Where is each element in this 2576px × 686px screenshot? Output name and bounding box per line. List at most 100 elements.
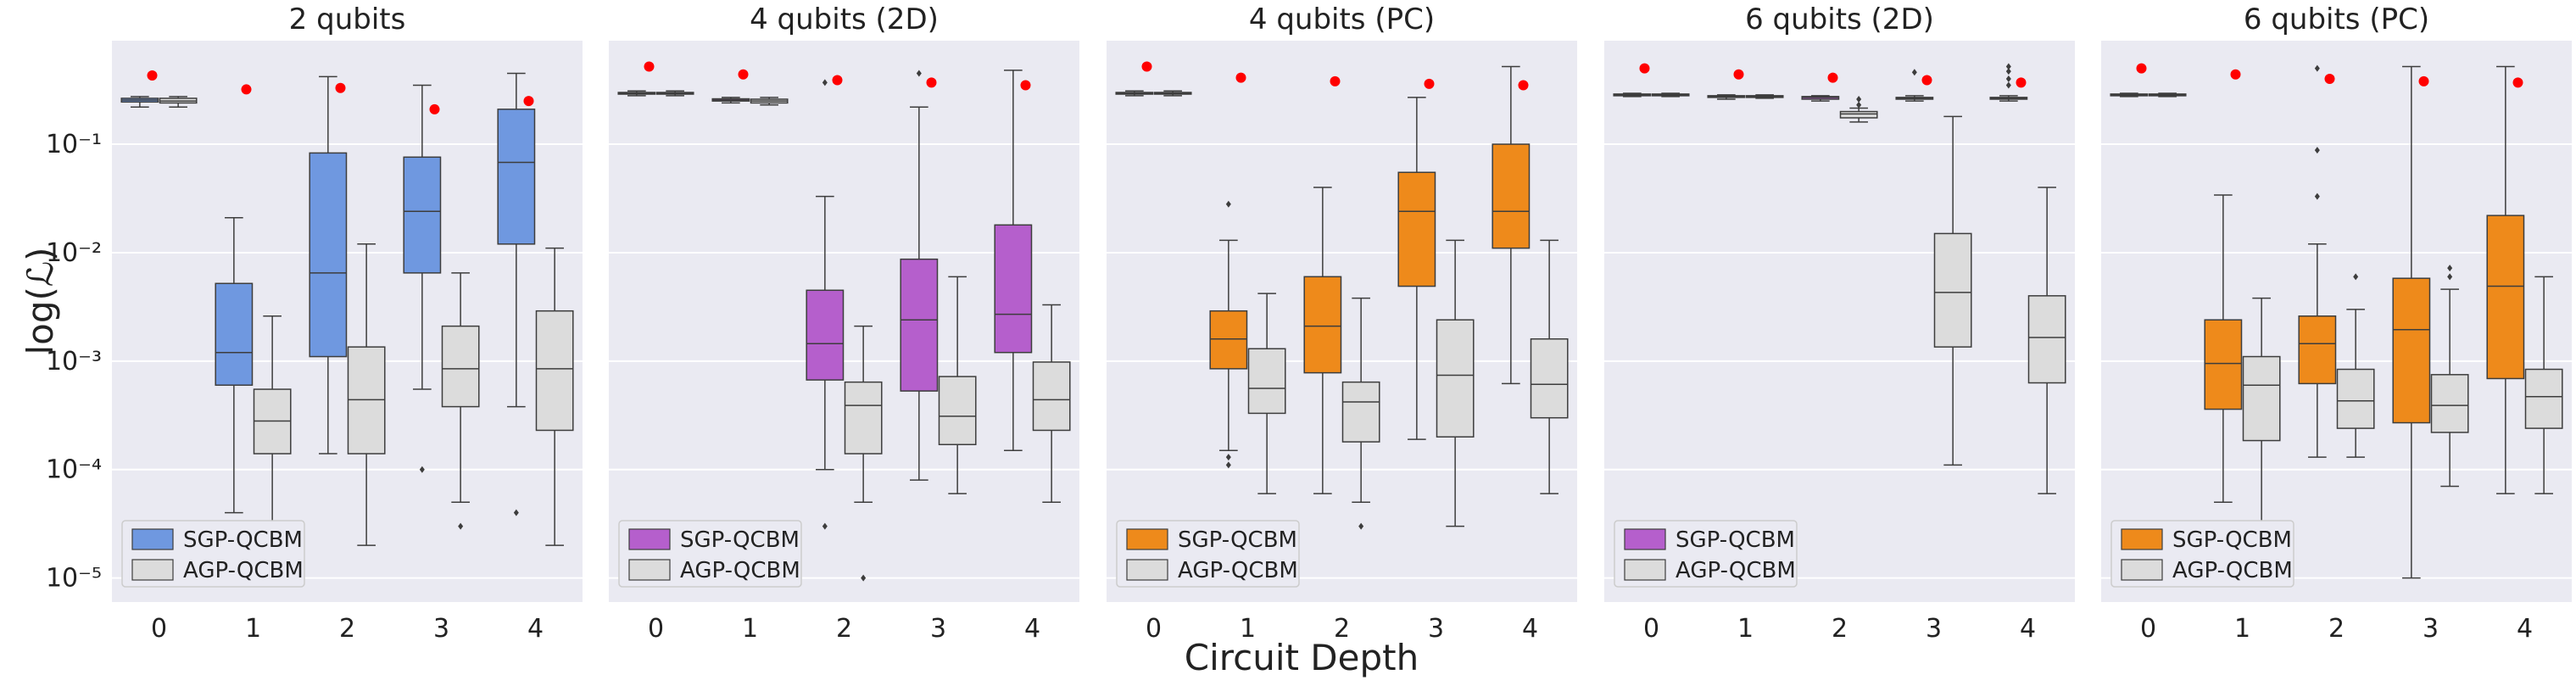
- agp-box: [938, 376, 977, 446]
- outlier-point: [1225, 461, 1231, 469]
- reference-dot: [1518, 80, 1529, 91]
- agp-box: [2242, 355, 2281, 442]
- agp-box: [1032, 361, 1071, 432]
- sgp-box: [2392, 277, 2431, 424]
- sgp-box: [806, 289, 845, 381]
- outlier-point: [2005, 63, 2011, 70]
- panel-4: 6 qubits (PC) 0 1 2 3 4 SGP-QCBM AGP-QCBM: [2101, 3, 2572, 644]
- legend-label: SGP-QCBM: [1178, 527, 1297, 553]
- panel-0: 2 qubits 0 1 2 3 4 10⁻⁵ 10⁻⁴ 10⁻³ 10⁻² 10⁻¹ SGP-QCB…: [46, 3, 583, 644]
- outlier-point: [2005, 75, 2011, 83]
- reference-dot: [429, 103, 440, 114]
- reference-dot: [2016, 77, 2027, 88]
- x-tick-label: 2: [2328, 614, 2345, 644]
- outlier-point: [458, 522, 464, 530]
- outlier-point: [1911, 69, 1917, 76]
- panel-title: 4 qubits (2D): [750, 3, 939, 36]
- reference-dot: [1141, 61, 1152, 72]
- panel-title: 6 qubits (PC): [2244, 3, 2429, 36]
- legend-label: AGP-QCBM: [1178, 558, 1298, 583]
- reference-dot: [1235, 72, 1246, 83]
- agp-box: [844, 381, 883, 455]
- panel-title: 6 qubits (2D): [1745, 3, 1934, 36]
- reference-dot: [2136, 63, 2147, 74]
- legend: SGP-QCBM AGP-QCBM: [618, 520, 802, 588]
- reference-dot: [1020, 80, 1031, 91]
- y-axis-label: log(ℒ): [20, 247, 61, 354]
- x-tick-label: 3: [930, 614, 946, 644]
- x-tick-label: 0: [1643, 614, 1659, 644]
- sgp-box: [1209, 310, 1248, 370]
- legend-swatch-agp: [1624, 559, 1666, 581]
- legend-label: AGP-QCBM: [680, 558, 800, 583]
- x-tick-label: 1: [1737, 614, 1754, 644]
- y-tick-label: 10⁻³: [46, 347, 102, 376]
- sgp-box: [994, 224, 1033, 354]
- panel-3: 6 qubits (2D) 0 1 2 3 4 SGP-QCBM AGP-QCBM: [1604, 3, 2075, 644]
- reference-dot: [738, 69, 749, 80]
- plot-background: [1604, 41, 2075, 602]
- outlier-point: [822, 79, 828, 86]
- outlier-point: [1225, 454, 1231, 461]
- outlier-point: [2005, 68, 2011, 75]
- legend-label: AGP-QCBM: [2172, 558, 2293, 583]
- x-tick-label: 3: [1428, 614, 1444, 644]
- x-tick-label: 2: [1832, 614, 1848, 644]
- x-tick-label: 1: [2234, 614, 2250, 644]
- sgp-box: [403, 156, 442, 274]
- panel-title: 2 qubits: [289, 3, 406, 36]
- legend: SGP-QCBM AGP-QCBM: [1116, 520, 1300, 588]
- agp-box: [2524, 368, 2563, 429]
- reference-dot: [1921, 75, 1932, 86]
- agp-box: [441, 325, 480, 408]
- plot-background: [1107, 41, 1577, 602]
- legend: SGP-QCBM AGP-QCBM: [121, 520, 305, 588]
- agp-box: [1436, 319, 1475, 438]
- x-tick-label: 0: [151, 614, 167, 644]
- legend-swatch-sgp: [1624, 528, 1666, 550]
- sgp-box: [2486, 215, 2525, 380]
- agp-box: [2430, 374, 2469, 433]
- legend-swatch-agp: [2121, 559, 2163, 581]
- legend-swatch-sgp: [2121, 528, 2163, 550]
- x-tick-label: 3: [433, 614, 449, 644]
- outlier-point: [916, 70, 922, 77]
- sgp-box: [1397, 171, 1436, 287]
- x-tick-label: 4: [1024, 614, 1040, 644]
- legend-swatch-sgp: [131, 528, 174, 550]
- x-tick-label: 4: [527, 614, 544, 644]
- outlier-point: [419, 466, 425, 473]
- reference-dot: [1424, 78, 1435, 89]
- reference-dot: [2512, 77, 2523, 88]
- x-tick-label: 2: [1334, 614, 1350, 644]
- legend-label: SGP-QCBM: [1676, 527, 1795, 553]
- agp-box: [1933, 232, 1972, 348]
- outlier-point: [513, 509, 519, 516]
- x-tick-label: 4: [2517, 614, 2533, 644]
- agp-box: [1530, 337, 1569, 419]
- reference-dot: [523, 96, 534, 107]
- agp-box: [2336, 368, 2375, 429]
- reference-dot: [2230, 69, 2241, 80]
- agp-box: [1247, 348, 1286, 415]
- outlier-point: [2314, 192, 2320, 200]
- reference-dot: [1733, 69, 1744, 80]
- legend-swatch-agp: [628, 559, 671, 581]
- x-tick-label: 1: [1240, 614, 1256, 644]
- outlier-point: [2353, 273, 2359, 281]
- reference-dot: [335, 82, 346, 93]
- reference-dot: [1639, 63, 1650, 74]
- legend-label: SGP-QCBM: [2172, 527, 2292, 553]
- y-tick-label: 10⁻⁴: [46, 455, 102, 485]
- outlier-point: [2314, 64, 2320, 72]
- legend: SGP-QCBM AGP-QCBM: [1614, 520, 1798, 588]
- x-tick-label: 0: [2140, 614, 2156, 644]
- sgp-box: [497, 109, 536, 245]
- panel-title: 4 qubits (PC): [1249, 3, 1435, 36]
- outlier-point: [1358, 522, 1364, 530]
- outlier-point: [2447, 273, 2453, 281]
- panel-2: 4 qubits (PC) 0 1 2 3 4 SGP-QCBM AGP-QCBM: [1107, 3, 1577, 644]
- x-tick-label: 0: [1146, 614, 1162, 644]
